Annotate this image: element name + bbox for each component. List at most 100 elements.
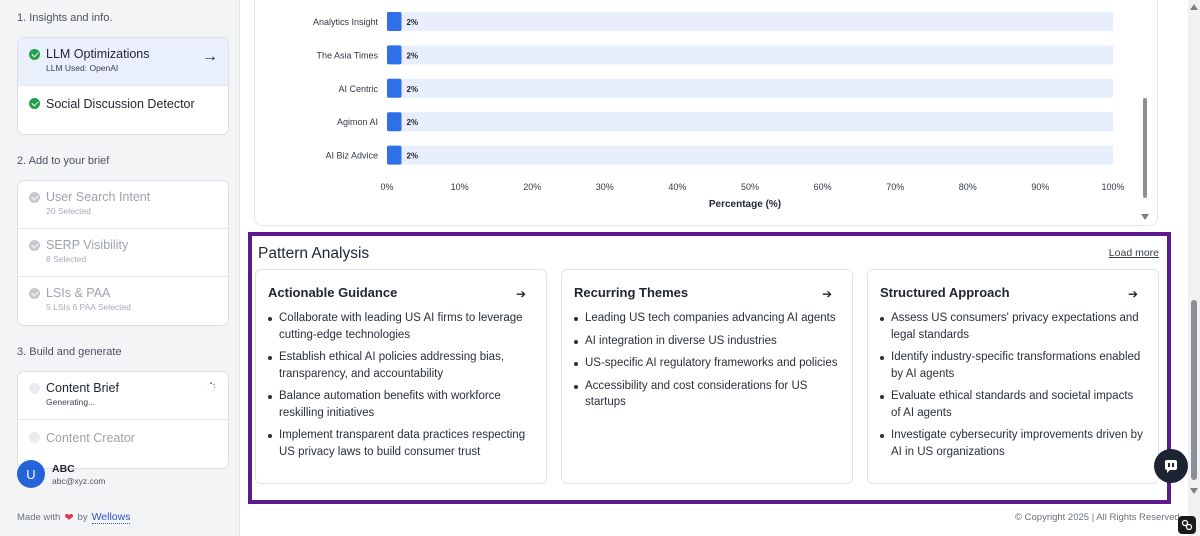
- tick-label: 60%: [814, 182, 832, 192]
- list-item: Accessibility and cost considerations fo…: [574, 378, 840, 411]
- data-label: 2%: [407, 152, 419, 161]
- avatar: U: [17, 460, 45, 488]
- list-item: Balance automation benefits with workfor…: [268, 388, 534, 421]
- category-label: AI Biz Advice: [325, 151, 378, 161]
- scroll-down-icon[interactable]: [1190, 488, 1198, 494]
- list-item: Identify industry-specific transformatio…: [880, 349, 1146, 382]
- bar: [387, 145, 402, 165]
- section-insights: 1. Insights and info. LLM Optimizations …: [17, 12, 229, 135]
- card-title: Structured Approach: [880, 285, 1010, 300]
- step-serp-visibility[interactable]: SERP Visibility 8 Selected: [18, 229, 228, 277]
- extension-icon[interactable]: [1178, 516, 1196, 534]
- scroll-up-icon[interactable]: [1190, 4, 1198, 10]
- tick-label: 100%: [1101, 182, 1124, 192]
- list-item: Collaborate with leading US AI firms to …: [268, 310, 534, 343]
- tick-label: 70%: [886, 182, 904, 192]
- scroll-down-icon[interactable]: [1141, 214, 1149, 220]
- arrow-right-icon[interactable]: →: [202, 48, 218, 65]
- check-icon: [29, 49, 40, 60]
- tick-label: 10%: [451, 182, 469, 192]
- bar-track: [387, 78, 1113, 98]
- step-subtitle: 8 Selected: [46, 254, 87, 264]
- category-label: AI Centric: [338, 84, 378, 94]
- tick-label: 80%: [959, 182, 977, 192]
- step-content-creator[interactable]: Content Creator: [18, 420, 228, 468]
- arrow-right-icon[interactable]: ➔: [515, 287, 526, 301]
- made-with-footer: Made with ❤ by Wellows: [17, 511, 131, 524]
- list-item: Implement transparent data practices res…: [268, 427, 534, 460]
- section-brief: 2. Add to your brief User Search Intent …: [17, 155, 229, 326]
- tick-label: 50%: [741, 182, 759, 192]
- step-subtitle: 5 LSIs 6 PAA Selected: [46, 302, 131, 312]
- arrow-right-icon[interactable]: ➔: [821, 287, 832, 301]
- scrollbar-thumb[interactable]: [1143, 98, 1147, 198]
- insights-group: LLM Optimizations LLM Used: OpenAI → Soc…: [17, 37, 229, 135]
- x-axis-label: Percentage (%): [709, 199, 781, 210]
- chat-icon: [1165, 460, 1177, 473]
- brief-group: User Search Intent 20 Selected SERP Visi…: [17, 180, 229, 326]
- pending-dot-icon: [29, 432, 40, 443]
- step-title: Social Discussion Detector: [46, 97, 195, 111]
- card-list: Leading US tech companies advancing AI a…: [574, 310, 840, 411]
- section-label: 2. Add to your brief: [17, 155, 110, 167]
- chart-panel: Analytics Insight 2% The Asia Times 2% AI Ce…: [254, 0, 1158, 226]
- pattern-title: Pattern Analysis: [258, 245, 370, 262]
- card-structured-approach: Structured Approach ➔ Assess US consumer…: [867, 269, 1159, 484]
- pattern-analysis: Pattern Analysis Load more Actionable Gu…: [248, 232, 1171, 504]
- step-content-brief[interactable]: Content Brief Generating...: [18, 372, 228, 420]
- card-title: Actionable Guidance: [268, 285, 398, 300]
- step-llm-optimizations[interactable]: LLM Optimizations LLM Used: OpenAI →: [18, 38, 228, 86]
- main-content: Analytics Insight 2% The Asia Times 2% AI Ce…: [240, 0, 1200, 536]
- step-title: User Search Intent: [46, 190, 151, 204]
- made-with-text: Made with: [17, 512, 61, 523]
- category-label: Agimon AI: [337, 117, 378, 127]
- bar: [387, 78, 402, 98]
- check-icon: [29, 288, 40, 299]
- check-icon: [29, 240, 40, 251]
- step-user-search-intent[interactable]: User Search Intent 20 Selected: [18, 181, 228, 229]
- user-name: ABC: [52, 462, 75, 475]
- step-subtitle: 20 Selected: [46, 206, 91, 216]
- user-profile[interactable]: U ABC abc@xyz.com: [17, 460, 106, 488]
- bar: [387, 112, 402, 132]
- bar-track: [387, 112, 1113, 132]
- scrollbar-thumb[interactable]: [1191, 300, 1197, 480]
- tick-label: 40%: [668, 182, 686, 192]
- section-build: 3. Build and generate Content Brief Gene…: [17, 346, 229, 469]
- card-recurring-themes: Recurring Themes ➔ Leading US tech compa…: [561, 269, 853, 484]
- bar-chart: Analytics Insight 2% The Asia Times 2% AI Ce…: [313, 12, 1125, 210]
- step-lsis-paa[interactable]: LSIs & PAA 5 LSIs 6 PAA Selected: [18, 277, 228, 325]
- card-actionable-guidance: Actionable Guidance ➔ Collaborate with l…: [255, 269, 547, 484]
- list-item: AI integration in diverse US industries: [574, 333, 840, 350]
- list-item: Evaluate ethical standards and societal …: [880, 388, 1146, 421]
- tick-label: 20%: [523, 182, 541, 192]
- build-group: Content Brief Generating... Content Crea…: [17, 371, 229, 469]
- card-list: Assess US consumers' privacy expectation…: [880, 310, 1146, 460]
- step-title: Content Brief: [46, 381, 119, 395]
- loading-spinner-icon: [207, 382, 216, 391]
- load-more-link[interactable]: Load more: [1108, 247, 1159, 259]
- user-email: abc@xyz.com: [52, 475, 106, 486]
- category-label: The Asia Times: [316, 50, 378, 60]
- brand-link[interactable]: Wellows: [91, 511, 131, 524]
- step-title: Content Creator: [46, 431, 135, 445]
- tick-label: 0%: [380, 182, 393, 192]
- step-title: LSIs & PAA: [46, 286, 111, 300]
- help-chat-button[interactable]: [1154, 449, 1188, 483]
- step-subtitle: Generating...: [46, 397, 96, 407]
- list-item: Investigate cybersecurity improvements d…: [880, 427, 1146, 460]
- bar: [387, 12, 402, 31]
- section-label: 3. Build and generate: [17, 346, 122, 358]
- check-icon: [29, 192, 40, 203]
- step-title: LLM Optimizations: [46, 47, 150, 61]
- arrow-right-icon[interactable]: ➔: [1127, 287, 1138, 301]
- check-icon: [29, 98, 40, 109]
- heart-icon: ❤: [64, 512, 74, 524]
- step-title: SERP Visibility: [46, 238, 129, 252]
- data-label: 2%: [407, 18, 419, 27]
- list-item: US-specific AI regulatory frameworks and…: [574, 355, 840, 372]
- chart-scrollbar[interactable]: [1141, 0, 1149, 226]
- page-scrollbar[interactable]: [1188, 0, 1200, 536]
- step-subtitle: LLM Used: OpenAI: [46, 63, 119, 73]
- step-social-discussion-detector[interactable]: Social Discussion Detector: [18, 86, 228, 134]
